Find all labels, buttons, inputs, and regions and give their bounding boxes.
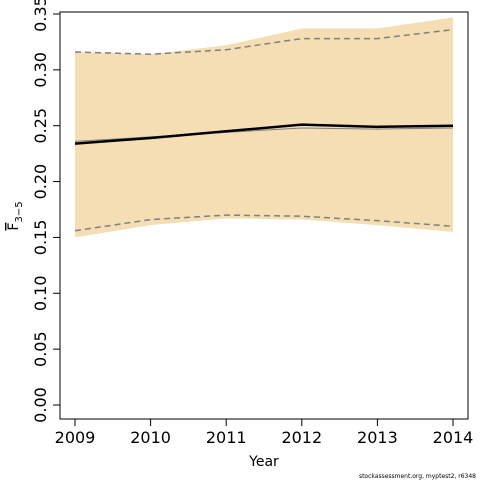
plot-frame — [59, 11, 469, 420]
x-tick-label: 2014 — [433, 428, 474, 447]
x-axis-title: Year — [248, 454, 279, 470]
x-tick-label: 2012 — [281, 428, 322, 447]
estimate-line — [74, 123, 454, 145]
y-tick-label: 0.05 — [31, 331, 50, 367]
x-tick-label: 2009 — [55, 428, 96, 447]
x-tick-label: 2013 — [357, 428, 398, 447]
y-tick-label: 0.30 — [31, 52, 50, 88]
x-axis: 2009 2010 2011 2012 2013 2014 — [55, 419, 474, 447]
y-tick-label: 0.20 — [31, 164, 50, 200]
reference-line — [74, 127, 454, 142]
x-tick-label: 2011 — [206, 428, 247, 447]
y-axis-title: F3−5 — [6, 201, 25, 230]
bound-line-dashed — [74, 28, 454, 55]
y-tick-label: 0.35 — [31, 0, 50, 32]
footer-note: stockassessment.org, myptest2, r6348 — [359, 473, 476, 480]
y-axis-title-subscript: 3−5 — [14, 201, 25, 222]
y-tick-label: 0.10 — [31, 275, 50, 311]
y-tick-label: 0.15 — [31, 220, 50, 256]
series-layer — [74, 28, 454, 232]
svg-text:F3−5: F3−5 — [6, 201, 25, 230]
y-axis: 0.00 0.05 0.10 0.15 0.20 0.25 0.30 0.35 — [31, 0, 60, 423]
bound-line-dashed — [74, 214, 454, 232]
y-tick-label: 0.25 — [31, 108, 50, 144]
x-tick-label: 2010 — [130, 428, 171, 447]
y-axis-title-main: F — [6, 223, 22, 231]
y-tick-label: 0.00 — [31, 387, 50, 423]
